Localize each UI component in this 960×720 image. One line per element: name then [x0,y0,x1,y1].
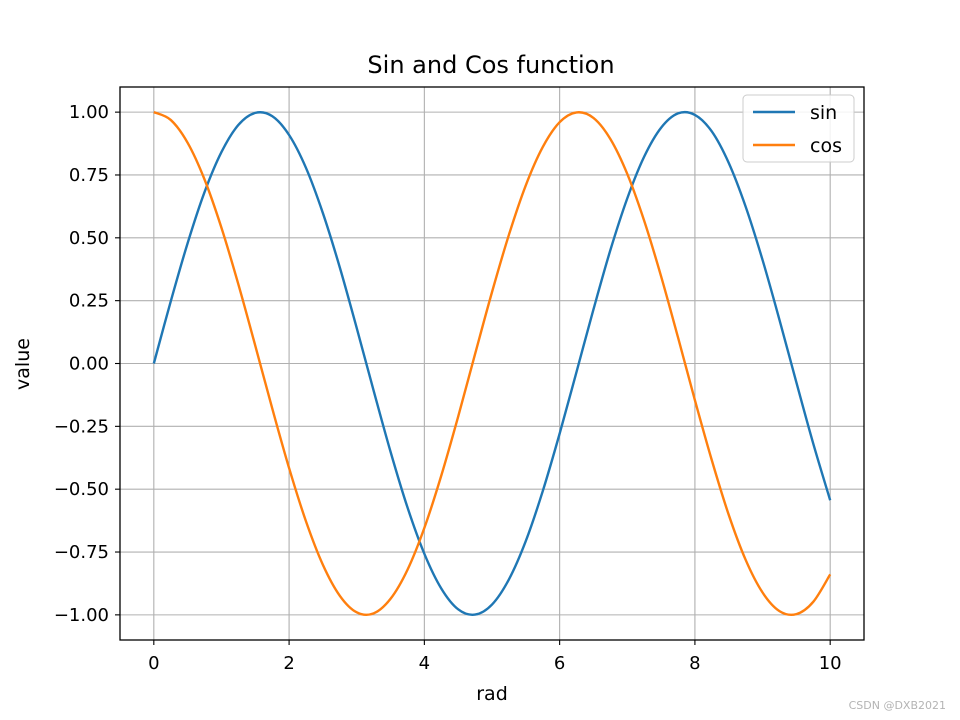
y-tick-label: 0.50 [69,228,109,249]
x-axis: 0 2 4 6 8 10 [148,640,842,674]
x-tick-label: 0 [148,653,159,674]
y-tick-label: 1.00 [69,102,109,123]
series-line-cos [153,111,832,617]
y-tick-label: −0.50 [54,479,109,500]
y-tick-label: −0.25 [54,416,109,437]
x-tick-label: 10 [819,653,842,674]
y-tick-label: 0.00 [69,354,109,375]
y-axis-label: value [12,338,34,390]
legend-label-cos: cos [810,135,842,157]
grid [120,87,864,640]
series-line-sin [152,110,832,616]
y-tick-label: 0.75 [69,165,109,186]
y-axis: 1.00 0.75 0.50 0.25 0.00 −0.25 −0.50 −0.75 −1.00 [54,102,120,626]
x-tick-label: 2 [283,653,294,674]
x-tick-label: 4 [419,653,430,674]
y-tick-label: −1.00 [54,605,109,626]
x-axis-label: rad [476,683,508,705]
chart-title: Sin and Cos function [367,51,614,79]
legend-label-sin: sin [810,102,837,124]
watermark: CSDN @DXB2021 [848,699,946,712]
y-tick-label: 0.25 [69,291,109,312]
x-tick-label: 6 [554,653,565,674]
series-lines [152,110,832,617]
y-tick-label: −0.75 [54,542,109,563]
x-tick-label: 8 [689,653,700,674]
legend: sin cos [742,94,855,163]
